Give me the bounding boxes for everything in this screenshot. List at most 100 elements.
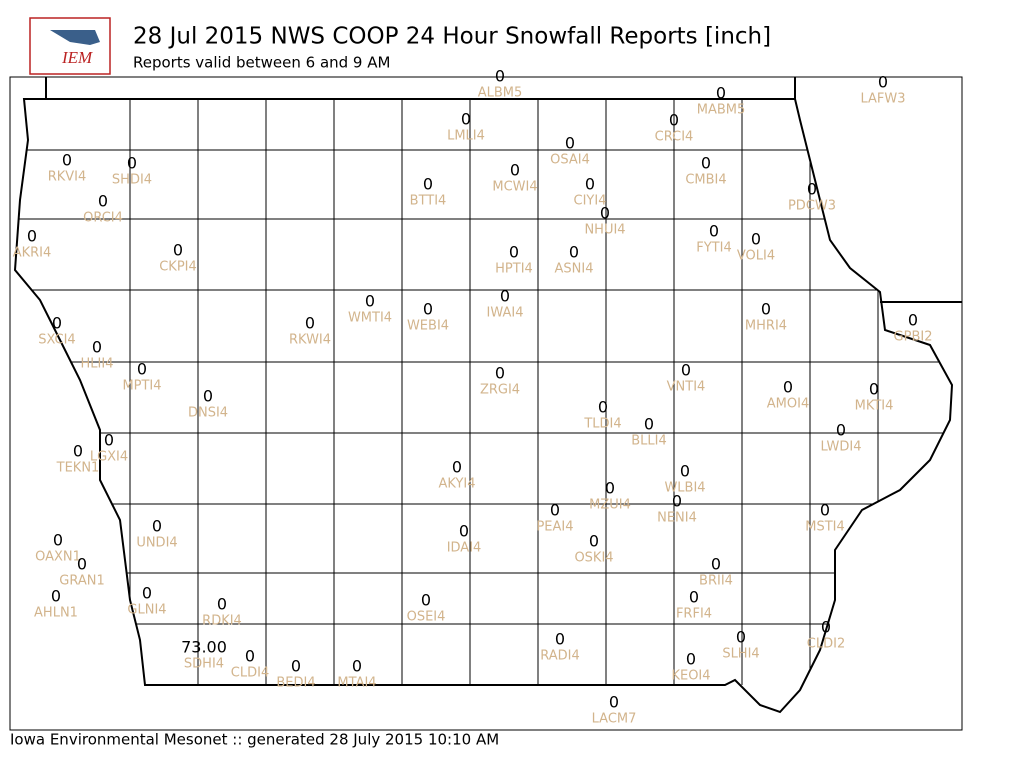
station-value: 0 [736, 628, 746, 647]
station-value: 0 [585, 175, 595, 194]
station-id: RKVI4 [48, 170, 87, 185]
station-value: 0 [291, 657, 301, 676]
station-value: 0 [62, 151, 72, 170]
station-value: 0 [701, 154, 711, 173]
subtitle: Reports valid between 6 and 9 AM [133, 54, 390, 72]
station-id: OAXN1 [35, 550, 81, 565]
station-value: 0 [423, 175, 433, 194]
station-value: 0 [203, 387, 213, 406]
station-id: BLLI4 [631, 434, 667, 449]
station-id: BEDI4 [276, 676, 315, 691]
station-id: AMOI4 [767, 397, 809, 412]
station-value: 0 [92, 338, 102, 357]
station-value: 0 [104, 431, 114, 450]
station-value: 0 [569, 243, 579, 262]
station-value: 0 [127, 154, 137, 173]
station-id: LWDI4 [820, 440, 861, 455]
station-id: GRAN1 [59, 574, 104, 589]
station-id: DNSI4 [188, 406, 228, 421]
station-id: TLDI4 [583, 417, 621, 432]
station-id: ASNI4 [555, 262, 594, 277]
station-value: 0 [421, 591, 431, 610]
station-value: 0 [609, 693, 619, 712]
station-id: RADI4 [540, 649, 580, 664]
station-id: MCWI4 [492, 180, 537, 195]
station-value: 0 [716, 84, 726, 103]
station-id: CLDI4 [231, 666, 269, 681]
station-id: CIYI4 [574, 194, 607, 209]
station-id: FRFI4 [676, 607, 712, 622]
station-value: 0 [461, 110, 471, 129]
station-value: 0 [142, 584, 152, 603]
station-value: 73.00 [181, 638, 227, 657]
station-id: IWAI4 [487, 306, 524, 321]
station-id: LGXI4 [90, 450, 128, 465]
station-value: 0 [565, 134, 575, 153]
station-id: CLDI2 [807, 637, 845, 652]
station-value: 0 [689, 588, 699, 607]
station-value: 0 [821, 618, 831, 637]
station-id: HLII4 [81, 357, 114, 372]
station-id: AHLN1 [34, 606, 78, 621]
station-value: 0 [510, 161, 520, 180]
station-id: GPBI2 [894, 330, 933, 345]
station-id: AKYI4 [438, 477, 475, 492]
station-value: 0 [459, 522, 469, 541]
station-id: WLBI4 [664, 481, 705, 496]
station-value: 0 [305, 314, 315, 333]
station-id: OSEI4 [407, 610, 446, 625]
station-id: BRII4 [699, 574, 733, 589]
station-value: 0 [680, 462, 690, 481]
station-value: 0 [598, 398, 608, 417]
station-id: CKPI4 [159, 260, 197, 275]
station-value: 0 [53, 531, 63, 550]
station-value: 0 [137, 360, 147, 379]
station-value: 0 [173, 241, 183, 260]
station-value: 0 [217, 595, 227, 614]
station-value: 0 [836, 421, 846, 440]
station-value: 0 [605, 479, 615, 498]
station-id: MZUI4 [589, 498, 631, 513]
footer: Iowa Environmental Mesonet :: generated … [10, 731, 499, 749]
station-id: FYTI4 [696, 241, 731, 256]
station-value: 0 [644, 415, 654, 434]
station-id: MSTI4 [805, 520, 845, 535]
station-value: 0 [423, 300, 433, 319]
station-id: ORCI4 [83, 211, 123, 226]
station-id: LAFW3 [860, 92, 905, 107]
station-value: 0 [751, 230, 761, 249]
station-value: 0 [878, 73, 888, 92]
station-value: 0 [869, 380, 879, 399]
station-value: 0 [452, 458, 462, 477]
station-id: SDHI4 [184, 657, 224, 672]
station-value: 0 [245, 647, 255, 666]
station-value: 0 [681, 361, 691, 380]
station-id: RDKI4 [202, 614, 242, 629]
station-id: OSAI4 [550, 153, 590, 168]
stations: ALBM50LAFW30MABM50LMLI40CRCI40OSAI40RKVI… [13, 67, 933, 727]
station-value: 0 [783, 378, 793, 397]
station-value: 0 [77, 555, 87, 574]
station-id: PEAI4 [536, 520, 573, 535]
station-id: TEKN1 [56, 461, 100, 476]
station-id: SLHI4 [722, 647, 759, 662]
station-value: 0 [589, 532, 599, 551]
station-id: ALBM5 [478, 86, 523, 101]
station-id: ZRGI4 [480, 383, 520, 398]
station-value: 0 [600, 204, 610, 223]
station-value: 0 [711, 555, 721, 574]
station-id: PDCW3 [788, 199, 836, 214]
station-id: MTAI4 [337, 676, 376, 691]
logo-icon [50, 30, 100, 45]
station-id: HPTI4 [495, 262, 533, 277]
station-value: 0 [807, 180, 817, 199]
station-value: 0 [495, 67, 505, 86]
station-value: 0 [820, 501, 830, 520]
station-id: MPTI4 [122, 379, 161, 394]
station-id: NENI4 [657, 511, 697, 526]
state-border [13, 98, 954, 714]
station-id: IDAI4 [447, 541, 482, 556]
station-value: 0 [555, 630, 565, 649]
